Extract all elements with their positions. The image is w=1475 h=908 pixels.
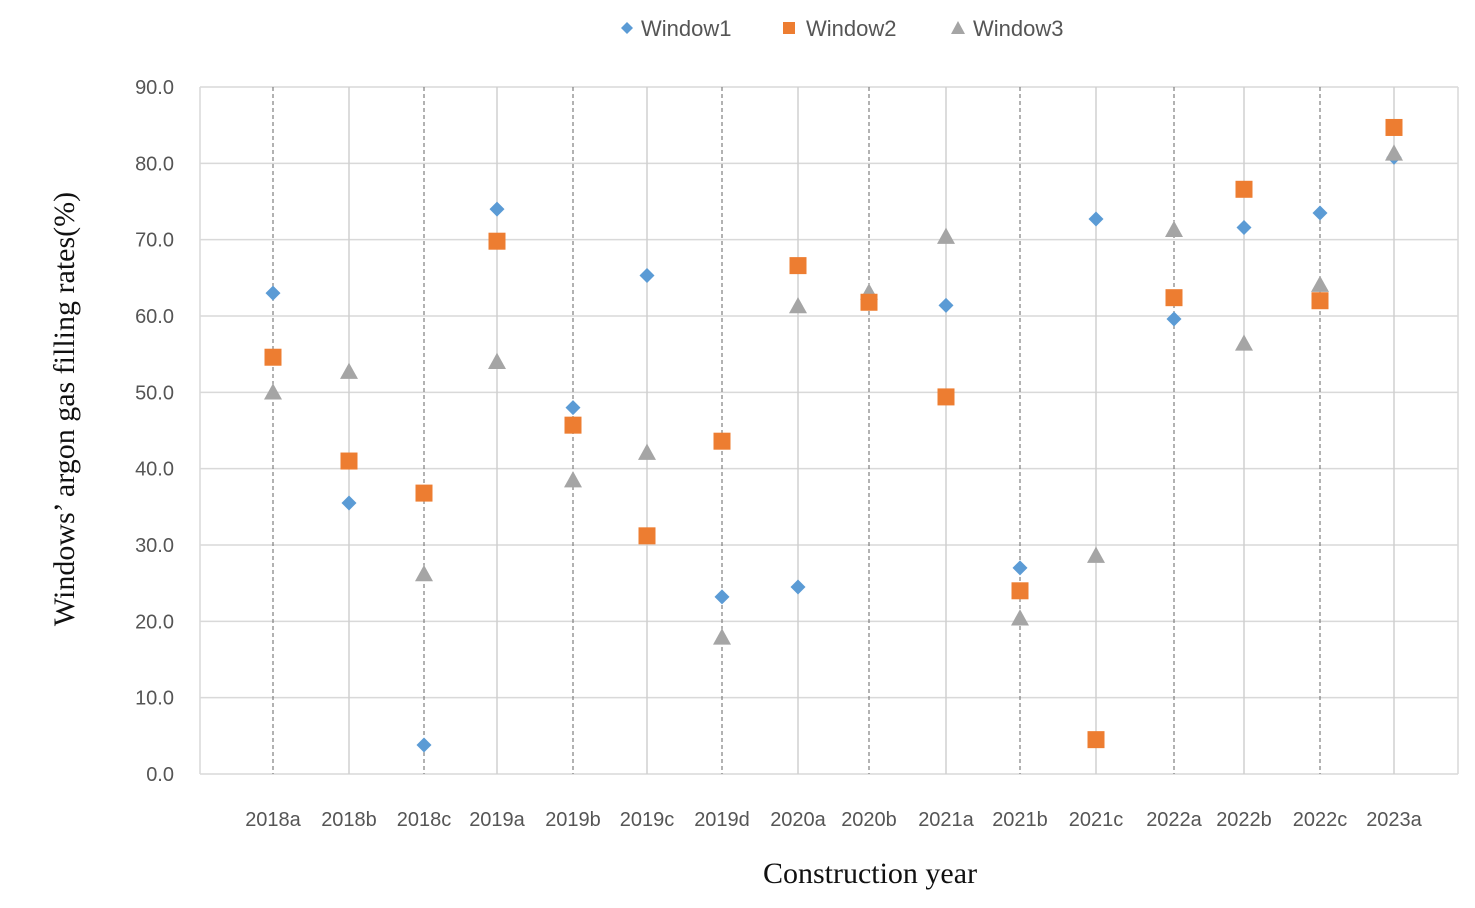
window3-point-2021c — [1087, 546, 1105, 563]
x-tick-label: 2019a — [469, 809, 525, 831]
window3-point-2018b — [340, 362, 358, 379]
data-points — [264, 118, 1403, 753]
window2-point-2019c — [638, 527, 656, 545]
y-tick-label: 60.0 — [135, 306, 174, 328]
series-window3 — [264, 144, 1403, 645]
window1-point-2018c — [416, 737, 432, 753]
window3-point-2019c — [638, 443, 656, 460]
window2-point-2018c — [415, 484, 433, 502]
window3-point-2018a — [264, 383, 282, 400]
window1-point-2019a — [489, 201, 505, 217]
x-tick-label: 2018a — [245, 809, 301, 831]
legend-label-window3: Window3 — [973, 16, 1063, 41]
x-tick-label: 2020a — [770, 809, 826, 831]
window1-point-2018a — [265, 285, 281, 301]
x-tick-label: 2018c — [397, 809, 452, 831]
window3-point-2021a — [937, 227, 955, 244]
window2-point-2021b — [1011, 582, 1029, 600]
window2-point-2021a — [937, 388, 955, 406]
window1-point-2022c — [1312, 205, 1328, 221]
x-tick-label: 2020b — [841, 809, 897, 831]
window1-point-2021c — [1088, 211, 1104, 227]
y-tick-label: 30.0 — [135, 535, 174, 557]
window1-point-2022b — [1236, 219, 1252, 235]
y-tick-label: 40.0 — [135, 459, 174, 481]
legend-marker-window3 — [951, 21, 965, 34]
window2-point-2020a — [789, 257, 807, 275]
x-tick-labels: 2018a 2018b 2018c 2019a 2019b 2019c 2019d 2020a… — [245, 809, 1422, 831]
window3-point-2022a — [1165, 220, 1183, 237]
x-tick-label: 2019c — [620, 809, 675, 831]
x-axis-title: Construction year — [763, 857, 977, 890]
window3-point-2022c — [1311, 275, 1329, 292]
x-tick-label: 2019d — [694, 809, 750, 831]
legend-marker-window2 — [783, 22, 795, 34]
y-tick-label: 0.0 — [146, 764, 174, 786]
window3-point-2023a — [1385, 144, 1403, 161]
window3-point-2019a — [488, 352, 506, 369]
window2-point-2022a — [1165, 289, 1183, 307]
window3-point-2019b — [564, 471, 582, 488]
window1-point-2019c — [639, 268, 655, 284]
x-tick-label: 2021a — [918, 809, 974, 831]
window2-point-2022c — [1311, 292, 1329, 310]
x-tick-label: 2021c — [1069, 809, 1124, 831]
legend-marker-window1 — [621, 22, 633, 34]
y-tick-labels: 0.0 10.0 20.0 30.0 40.0 50.0 60.0 70.0 80.0 90.0 — [135, 77, 174, 786]
window2-point-2022b — [1235, 180, 1253, 198]
window2-point-2018b — [340, 452, 358, 470]
grid-layer — [199, 86, 1459, 775]
legend-label-window1: Window1 — [641, 16, 731, 41]
legend: Window1 Window2 Window3 — [621, 16, 1063, 41]
window2-point-2019d — [713, 432, 731, 450]
y-axis-title: Windows’ argon gas filling rates(%) — [48, 192, 81, 626]
window1-point-2018b — [341, 495, 357, 511]
series-window2 — [264, 118, 1403, 749]
window1-point-2019d — [714, 589, 730, 605]
window3-point-2022b — [1235, 334, 1253, 351]
window2-point-2020b — [860, 293, 878, 311]
x-tick-label: 2023a — [1366, 809, 1422, 831]
y-tick-label: 70.0 — [135, 230, 174, 252]
window2-point-2018a — [264, 348, 282, 366]
x-tick-label: 2018b — [321, 809, 377, 831]
window3-point-2020a — [789, 297, 807, 314]
window2-point-2021c — [1087, 731, 1105, 749]
window1-point-2021b — [1012, 560, 1028, 576]
series-window1 — [265, 149, 1402, 753]
window1-point-2021a — [938, 297, 954, 313]
legend-label-window2: Window2 — [806, 16, 896, 41]
x-tick-label: 2022c — [1293, 809, 1348, 831]
window1-point-2019b — [565, 400, 581, 416]
window1-point-2022a — [1166, 311, 1182, 327]
window2-point-2019b — [564, 416, 582, 434]
window3-point-2019d — [713, 628, 731, 645]
x-tick-label: 2022b — [1216, 809, 1272, 831]
x-tick-label: 2021b — [992, 809, 1048, 831]
y-tick-label: 90.0 — [135, 77, 174, 99]
window1-point-2020a — [790, 579, 806, 595]
y-tick-label: 50.0 — [135, 382, 174, 404]
window2-point-2019a — [488, 232, 506, 250]
y-tick-label: 10.0 — [135, 688, 174, 710]
y-tick-label: 20.0 — [135, 611, 174, 633]
y-tick-label: 80.0 — [135, 153, 174, 175]
x-tick-label: 2022a — [1146, 809, 1202, 831]
x-tick-label: 2019b — [545, 809, 601, 831]
window3-point-2018c — [415, 565, 433, 582]
window3-point-2021b — [1011, 609, 1029, 626]
window2-point-2023a — [1385, 118, 1403, 136]
